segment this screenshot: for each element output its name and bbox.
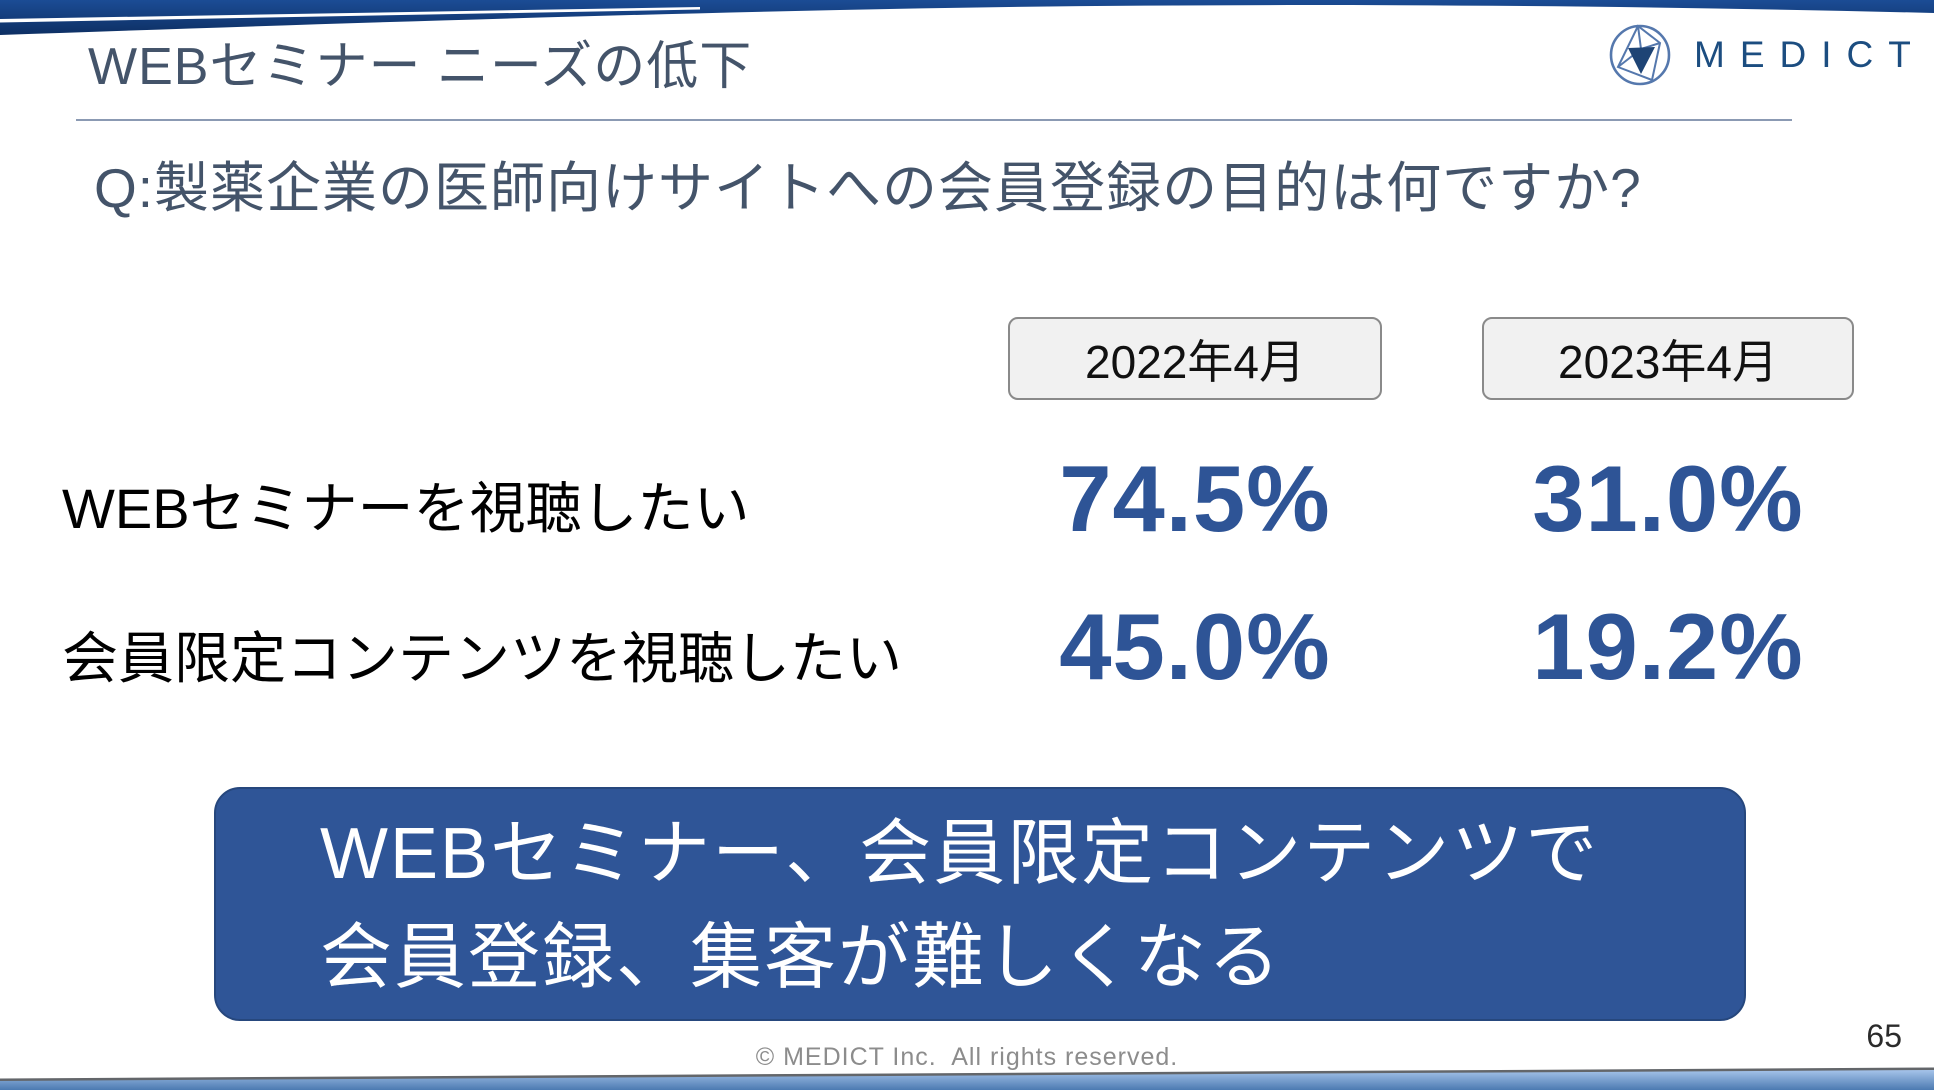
column-header-2023: 2023年4月 — [1482, 317, 1854, 400]
row-label: WEBセミナーを視聴したい — [62, 477, 750, 540]
page-title: WEBセミナー ニーズの低下 — [88, 38, 753, 96]
callout-line-1: WEBセミナー、会員限定コンテンツで — [320, 814, 1600, 894]
value-cell: 45.0% — [1059, 594, 1331, 699]
medict-logo: MEDICT — [1608, 23, 1926, 87]
value-cell: 19.2% — [1532, 594, 1804, 699]
medict-logo-text: MEDICT — [1694, 34, 1926, 75]
bottom-band-decoration — [0, 1067, 1934, 1090]
question-text: Q:製薬企業の医師向けサイトへの会員登録の目的は何ですか? — [94, 157, 1642, 219]
page-number: 65 — [1866, 1018, 1902, 1054]
row-label: 会員限定コンテンツを視聴したい — [62, 627, 902, 690]
footer-copyright: © MEDICT Inc. All rights reserved. — [755, 1043, 1179, 1071]
top-swoosh-decoration — [0, 0, 1934, 35]
column-header-2022: 2022年4月 — [1008, 317, 1382, 400]
medict-globe-icon — [1609, 24, 1671, 86]
title-divider — [76, 119, 1792, 121]
callout-line-2: 会員登録、集客が難しくなる — [320, 918, 1283, 998]
value-cell: 74.5% — [1059, 446, 1331, 551]
callout-box: WEBセミナー、会員限定コンテンツで 会員登録、集客が難しくなる — [214, 787, 1746, 1021]
value-cell: 31.0% — [1532, 446, 1804, 551]
